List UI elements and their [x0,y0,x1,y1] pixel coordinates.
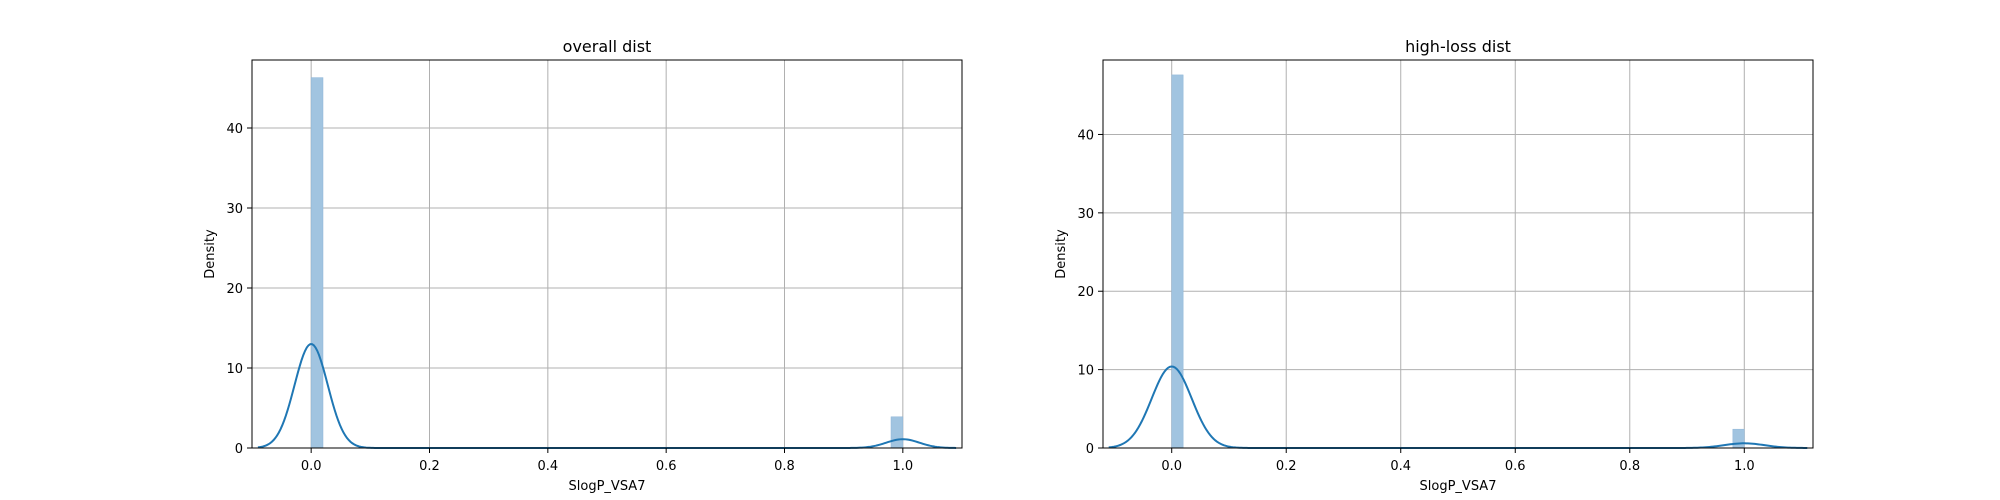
panel-high-loss-dist: 0.0 0.2 0.4 0.6 0.8 1.0 0 10 20 30 40 high-loss dis… [1054,37,1814,494]
x-tick-label: 1.0 [892,459,913,474]
y-tick-label: 40 [226,122,243,137]
histogram-bar [890,416,904,449]
panel-overall-dist: 0.0 0.2 0.4 0.6 0.8 1.0 0 10 20 30 40 overall dist S… [203,37,963,494]
y-tick-label: 10 [226,362,243,377]
x-tick-label: 0.8 [1619,459,1640,474]
y-tick-label: 30 [226,202,243,217]
histogram-bar [1171,74,1184,449]
kde-curve [257,343,957,449]
x-tick-label: 0.8 [774,459,795,474]
y-tick-label: 0 [1086,442,1094,457]
x-tick-label: 0.4 [1390,459,1411,474]
x-tick-label: 0.6 [1505,459,1526,474]
x-tick-label: 0.0 [301,459,322,474]
axes-frame [251,59,963,449]
y-tick-label: 0 [235,442,243,457]
histogram-bar [310,77,324,449]
x-tick-label: 0.4 [537,459,558,474]
histogram-bar [1732,428,1745,449]
x-axis-label: SlogP_VSA7 [1420,479,1497,494]
x-tick-label: 0.2 [1276,459,1297,474]
x-axis-label: SlogP_VSA7 [569,479,646,494]
y-axis-label: Density [1054,229,1069,279]
y-tick-label: 20 [1077,285,1094,300]
chart-title: high-loss dist [1405,37,1511,56]
x-tick-label: 1.0 [1734,459,1755,474]
y-tick-label: 30 [1077,207,1094,222]
axes-frame [1102,59,1814,449]
y-tick-label: 40 [1077,128,1094,143]
kde-curve [1108,365,1808,449]
y-tick-label: 20 [226,282,243,297]
y-tick-label: 10 [1077,364,1094,379]
x-tick-label: 0.0 [1161,459,1182,474]
chart-title: overall dist [563,37,652,56]
x-tick-label: 0.6 [656,459,677,474]
x-tick-label: 0.2 [419,459,440,474]
y-axis-label: Density [203,229,218,279]
